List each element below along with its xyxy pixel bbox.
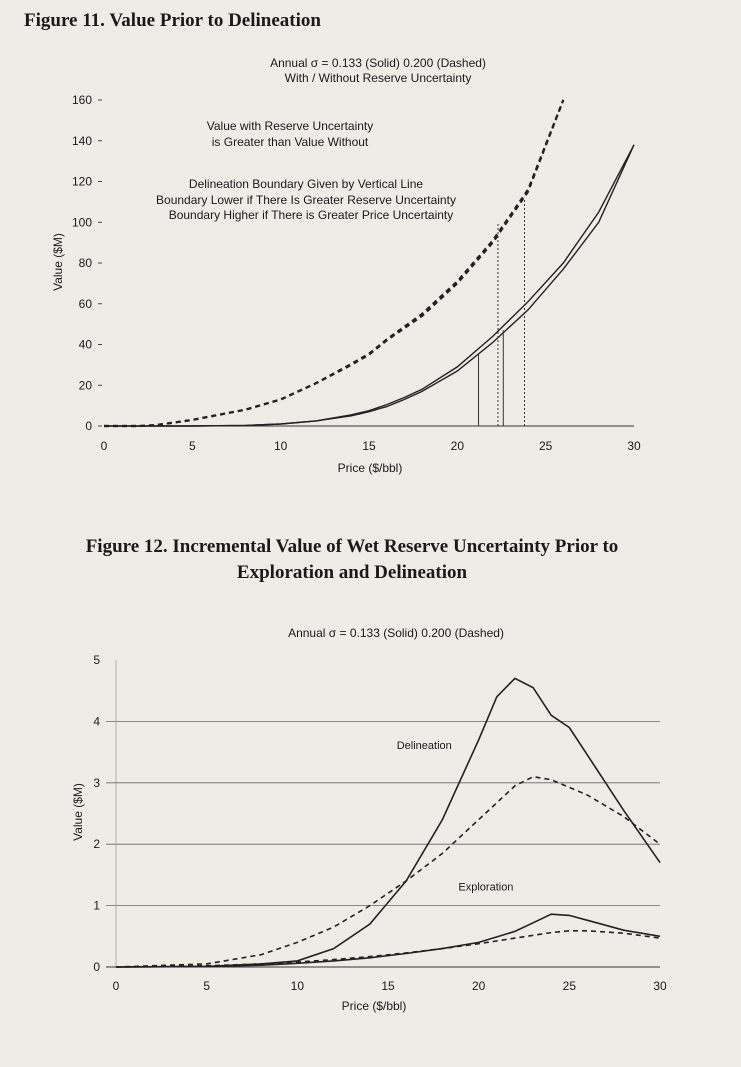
chart12-series-line-delineation-solid bbox=[115, 677, 661, 968]
chart11-y-tick-label: 40 bbox=[79, 338, 93, 352]
chart11-y-tick-label: 60 bbox=[79, 297, 93, 311]
chart12-x-tick-label: 5 bbox=[203, 979, 210, 993]
figure-12-title: Figure 12. Incremental Value of Wet Rese… bbox=[32, 534, 672, 586]
figure-11-title: Figure 11. Value Prior to Delineation bbox=[24, 10, 321, 31]
chart12-x-tick-label: 10 bbox=[291, 979, 305, 993]
chart11-y-tick-label: 100 bbox=[72, 215, 92, 229]
chart11-series-line-4 bbox=[104, 99, 565, 428]
chart11-y-tick-label: 80 bbox=[79, 256, 93, 270]
chart11-annotation: Delineation Boundary Given by Vertical L… bbox=[189, 177, 423, 191]
chart11-annotation: Boundary Lower if There Is Greater Reser… bbox=[156, 193, 456, 207]
chart11-annotation: Boundary Higher if There is Greater Pric… bbox=[169, 208, 454, 222]
chart11-x-tick-label: 25 bbox=[539, 439, 553, 453]
chart12-x-tick-label: 0 bbox=[113, 979, 120, 993]
chart11-x-tick-label: 10 bbox=[274, 439, 288, 453]
chart11-y-axis-label: Value ($M) bbox=[51, 233, 65, 291]
chart12-series-line-delineation-dashed bbox=[115, 775, 661, 968]
chart12-x-tick-label: 20 bbox=[472, 979, 486, 993]
chart12-x-tick-label: 25 bbox=[563, 979, 577, 993]
chart11-y-tick-label: 160 bbox=[72, 93, 92, 107]
chart12-y-axis-label: Value ($M) bbox=[71, 783, 85, 841]
chart11-annotation: is Greater than Value Without bbox=[212, 135, 369, 149]
chart11-y-tick-label: 20 bbox=[79, 378, 93, 392]
chart12-y-tick-label: 0 bbox=[93, 960, 100, 974]
chart12-y-tick-label: 3 bbox=[93, 776, 100, 790]
chart12-series-label-delineation: Delineation bbox=[397, 740, 452, 752]
chart12-x-axis-label: Price ($/bbl) bbox=[342, 999, 407, 1013]
chart11-y-tick-label: 140 bbox=[72, 134, 92, 148]
chart11-x-tick-label: 30 bbox=[627, 439, 641, 453]
chart12-series-label-exploration: Exploration bbox=[458, 881, 513, 893]
figure-12-title-line2: Exploration and Delineation bbox=[236, 562, 468, 583]
chart12-y-tick-label: 4 bbox=[93, 714, 100, 728]
chart12-subtitle: Annual σ = 0.133 (Solid) 0.200 (Dashed) bbox=[288, 626, 504, 640]
chart11-series-line-2 bbox=[104, 144, 635, 427]
chart11-annotation: Value with Reserve Uncertainty bbox=[207, 119, 374, 133]
chart12-y-tick-label: 5 bbox=[93, 653, 100, 667]
figure-12-title-line1: Figure 12. Incremental Value of Wet Rese… bbox=[85, 536, 619, 557]
chart11-y-tick-label: 120 bbox=[72, 175, 92, 189]
chart12-x-tick-label: 30 bbox=[653, 979, 667, 993]
chart12-y-tick-label: 1 bbox=[93, 899, 100, 913]
chart11-x-axis-label: Price ($/bbl) bbox=[338, 461, 403, 475]
chart12-x-tick-label: 15 bbox=[381, 979, 395, 993]
chart12-series-line-exploration-solid bbox=[115, 913, 661, 968]
chart11-x-tick-label: 0 bbox=[101, 439, 108, 453]
chart11-subtitle-line2: With / Without Reserve Uncertainty bbox=[285, 71, 472, 85]
chart12-y-tick-label: 2 bbox=[93, 837, 100, 851]
chart11-x-tick-label: 15 bbox=[362, 439, 376, 453]
chart11-x-tick-label: 5 bbox=[189, 439, 196, 453]
chart11-y-tick-label: 0 bbox=[85, 419, 92, 433]
chart12-series-line-exploration-dashed bbox=[115, 930, 661, 968]
chart11-x-tick-label: 20 bbox=[451, 439, 465, 453]
chart11-subtitle-line1: Annual σ = 0.133 (Solid) 0.200 (Dashed) bbox=[270, 56, 486, 70]
figure-11-chart: Annual σ = 0.133 (Solid) 0.200 (Dashed)W… bbox=[51, 56, 641, 475]
